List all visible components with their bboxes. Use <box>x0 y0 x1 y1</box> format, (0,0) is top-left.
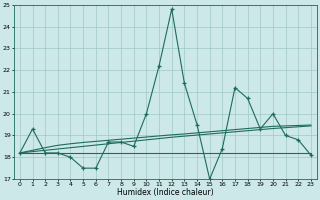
X-axis label: Humidex (Indice chaleur): Humidex (Indice chaleur) <box>117 188 214 197</box>
